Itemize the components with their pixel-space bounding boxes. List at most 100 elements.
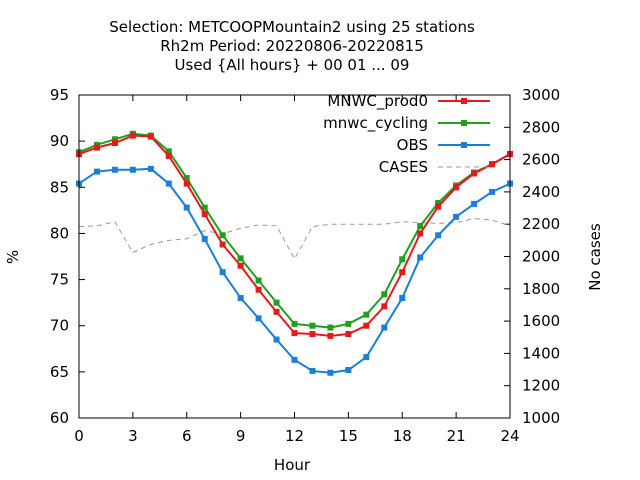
x-tick-label: 18 — [393, 427, 412, 445]
y2-tick-label: 2400 — [522, 183, 560, 201]
data-point — [237, 295, 244, 302]
y-tick-label: 60 — [50, 409, 69, 427]
data-point — [111, 166, 118, 173]
data-point — [363, 322, 370, 329]
title-line-2: Rh2m Period: 20220806-20220815 — [160, 37, 424, 55]
data-point — [291, 356, 298, 363]
legend-label: CASES — [379, 158, 428, 176]
y2-tick-label: 2800 — [522, 118, 560, 136]
plot-series — [76, 130, 513, 376]
data-point — [381, 303, 388, 310]
data-point — [291, 330, 298, 337]
data-point — [435, 199, 442, 206]
y2-tick-label: 1800 — [522, 280, 560, 298]
data-point — [183, 175, 190, 182]
y2-tick-label: 1200 — [522, 377, 560, 395]
data-point — [183, 180, 190, 187]
data-point — [435, 232, 442, 239]
data-point — [273, 299, 280, 306]
data-point — [327, 324, 334, 331]
series-line-mnwc-prod0 — [78, 134, 511, 337]
data-point — [363, 311, 370, 318]
data-point — [471, 170, 478, 177]
y2-tick-label: 1400 — [522, 344, 560, 362]
data-point — [111, 139, 118, 146]
data-point — [381, 291, 388, 298]
series-line-cases — [78, 218, 511, 260]
data-point — [489, 188, 496, 195]
data-point — [111, 136, 118, 143]
y2-tick-label: 3000 — [522, 86, 560, 104]
y2-tick-label: 1000 — [522, 409, 560, 427]
y-axis-label: % — [4, 250, 22, 264]
legend-marker — [461, 120, 467, 126]
data-point — [345, 367, 352, 374]
data-point — [255, 315, 262, 322]
data-point — [471, 200, 478, 207]
data-point — [345, 331, 352, 338]
x-axis-label: Hour — [274, 456, 311, 474]
series-line-mnwc-cycling — [78, 132, 511, 329]
x-tick-label: 3 — [128, 427, 138, 445]
data-point — [399, 295, 406, 302]
data-point — [165, 152, 172, 159]
data-point — [183, 204, 190, 211]
legend: MNWC_prod0 mnwc_cycling OBS CASES — [323, 92, 490, 176]
data-point — [147, 165, 154, 172]
data-point — [399, 256, 406, 263]
data-point — [417, 254, 424, 261]
legend-label: MNWC_prod0 — [327, 92, 428, 111]
data-point — [147, 133, 154, 140]
data-point — [219, 269, 226, 276]
y2-tick-label: 2000 — [522, 248, 560, 266]
data-point — [165, 148, 172, 155]
legend-marker — [461, 98, 467, 104]
data-point — [345, 320, 352, 327]
y-tick-label: 85 — [50, 178, 69, 196]
data-point — [129, 132, 136, 139]
title-line-3: Used {All hours} + 00 01 ... 09 — [175, 56, 410, 74]
data-point — [237, 262, 244, 269]
data-point — [489, 161, 496, 168]
data-point — [417, 223, 424, 230]
y2-axis-label: No cases — [586, 223, 604, 291]
data-point — [309, 367, 316, 374]
data-point — [201, 211, 208, 218]
data-point — [201, 204, 208, 211]
data-point — [309, 331, 316, 338]
data-point — [399, 269, 406, 276]
data-point — [417, 230, 424, 237]
data-point — [453, 213, 460, 220]
data-point — [93, 144, 100, 151]
y2-tick-label: 2600 — [522, 151, 560, 169]
data-point — [327, 332, 334, 339]
y-tick-label: 65 — [50, 363, 69, 381]
legend-label: OBS — [397, 136, 428, 154]
data-point — [237, 255, 244, 262]
x-tick-label: 12 — [285, 427, 304, 445]
data-point — [363, 354, 370, 361]
plot-frame — [78, 94, 511, 419]
x-tick-label: 0 — [74, 427, 84, 445]
x-tick-label: 24 — [500, 427, 519, 445]
legend-label: mnwc_cycling — [323, 114, 428, 133]
data-point — [219, 241, 226, 248]
y-tick-label: 80 — [50, 224, 69, 242]
data-point — [309, 322, 316, 329]
data-point — [273, 308, 280, 315]
x-tick-label: 21 — [447, 427, 466, 445]
y2-tick-label: 1600 — [522, 312, 560, 330]
tick-labels: 0 3 6 9 12 15 18 21 24 60 65 70 75 80 85 90 95 1000 1200 14… — [50, 86, 560, 445]
y2-tick-label: 2200 — [522, 215, 560, 233]
y-tick-label: 95 — [50, 86, 69, 104]
axes-ticks — [78, 94, 511, 419]
x-tick-label: 15 — [339, 427, 358, 445]
data-point — [129, 166, 136, 173]
data-point — [435, 203, 442, 210]
data-point — [201, 235, 208, 242]
data-point — [219, 232, 226, 239]
data-point — [291, 320, 298, 327]
data-point — [255, 286, 262, 293]
data-point — [255, 277, 262, 284]
